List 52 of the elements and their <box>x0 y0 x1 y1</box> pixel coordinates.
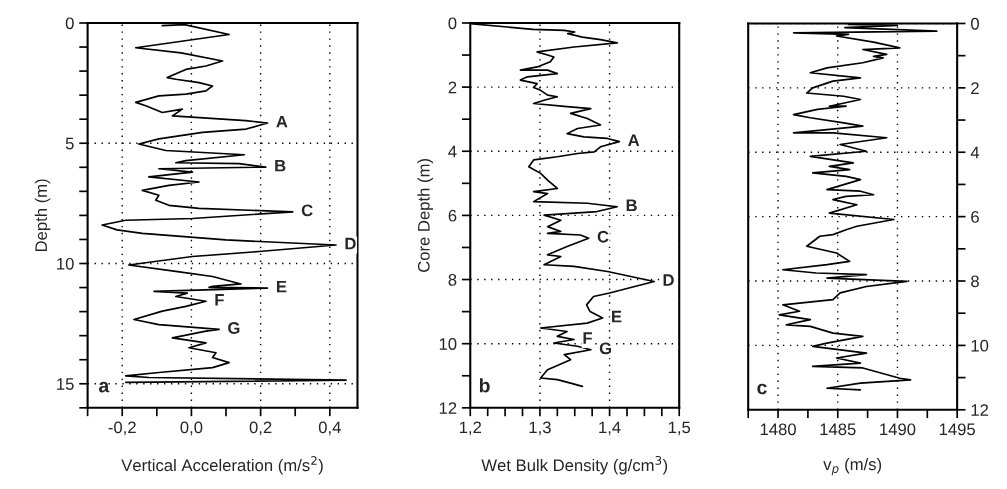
annotation: B <box>626 199 637 212</box>
x-tick-label: 0,2 <box>249 421 272 436</box>
y-axis-title: Depth (m) <box>34 179 51 252</box>
annotation: b <box>479 378 490 393</box>
annotation: E <box>612 310 622 323</box>
x-tick-label: 1485 <box>820 423 856 436</box>
y-tick-label: 5 <box>65 137 74 150</box>
annotation: E <box>276 280 287 293</box>
y-tick-label: 15 <box>57 378 74 390</box>
y-tick-label: 0 <box>448 17 457 30</box>
x-tick-label: 1,2 <box>459 421 482 436</box>
x-tick-label: 0,4 <box>318 421 341 436</box>
y-tick-label: 4 <box>448 145 457 158</box>
y-axis-title: Core Depth (m) <box>417 159 433 272</box>
x-tick-label: 0,0 <box>180 421 203 436</box>
annotation: a <box>98 381 110 393</box>
annotation: C <box>301 204 313 217</box>
y-tick-label: 6 <box>971 211 979 223</box>
y-tick-label: 10 <box>971 339 989 352</box>
x-tick-label: -0,2 <box>108 421 136 436</box>
y-tick-label: 6 <box>448 209 457 222</box>
annotation: c <box>757 383 767 395</box>
annotation: A <box>628 134 640 146</box>
y-tick-label: 10 <box>439 338 457 350</box>
x-tick-label: 1490 <box>880 423 916 436</box>
x-axis-title: Vertical Acceleration (m/s$^{2}$) <box>121 456 323 475</box>
y-tick-label: 4 <box>970 146 980 159</box>
x-tick-label: 1,4 <box>599 421 621 436</box>
annotation: G <box>599 342 612 355</box>
annotation: G <box>228 322 240 334</box>
x-tick-label: 1495 <box>939 423 975 436</box>
y-tick-label: 0 <box>65 17 74 30</box>
x-tick-label: 1,3 <box>529 421 551 436</box>
x-tick-label: 1,5 <box>668 421 691 436</box>
x-axis-title: Wet Bulk Density (g/cm$^{3}$) <box>481 456 668 475</box>
y-tick-label: 10 <box>57 257 74 270</box>
y-tick-label: 8 <box>448 273 457 286</box>
x-axis-title: v$_{p}$ (m/s) <box>823 457 882 476</box>
annotation: D <box>663 274 674 286</box>
x-tick-label: 1480 <box>760 423 796 436</box>
y-tick-label: 2 <box>971 82 979 94</box>
y-tick-label: 12 <box>439 402 457 414</box>
y-tick-label: 2 <box>448 81 457 94</box>
annotation: D <box>345 237 356 250</box>
annotation: C <box>597 230 609 243</box>
y-tick-label: 12 <box>971 404 989 416</box>
annotation: A <box>276 115 288 128</box>
annotation: F <box>215 294 224 306</box>
annotation: B <box>275 159 286 172</box>
y-tick-label: 0 <box>971 17 979 30</box>
annotation: F <box>583 332 592 344</box>
y-tick-label: 8 <box>971 275 979 288</box>
